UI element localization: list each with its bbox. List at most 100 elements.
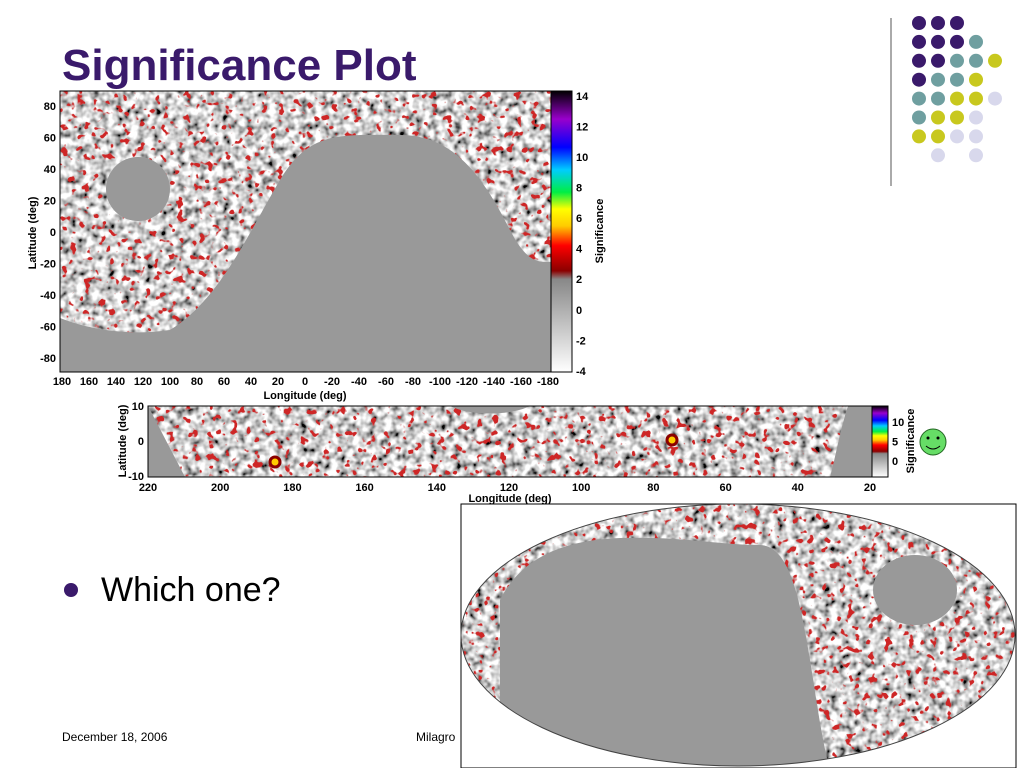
x-tick-label: 0 — [302, 376, 308, 388]
dot — [969, 34, 983, 49]
footer-date: December 18, 2006 — [62, 730, 168, 744]
dot — [969, 148, 983, 163]
slide-title: Significance Plot — [62, 41, 417, 90]
dot — [969, 53, 983, 68]
dot — [988, 53, 1002, 68]
dot — [912, 110, 926, 125]
sky-map-1 — [59, 90, 573, 373]
x-tick-label: -180 — [537, 376, 559, 388]
x-tick-label: 40 — [245, 376, 257, 388]
dot — [950, 16, 964, 30]
x-tick-label: 220 — [139, 482, 157, 494]
x-tick-label: 180 — [283, 482, 301, 494]
colorbar-label: Significance — [905, 409, 917, 474]
colorbar-label: Significance — [594, 199, 606, 264]
dot — [969, 91, 983, 106]
x-axis-label: Longitude (deg) — [468, 493, 551, 505]
x-tick-label: -80 — [405, 376, 421, 388]
dot — [931, 53, 945, 68]
y-tick-label: -10 — [128, 471, 144, 483]
colorbar-tick-label: 10 — [576, 152, 588, 164]
x-tick-label: 160 — [355, 482, 373, 494]
x-tick-label: 120 — [134, 376, 152, 388]
y-tick-label: 20 — [44, 195, 56, 207]
x-tick-label: -60 — [378, 376, 394, 388]
colorbar-tick-label: 8 — [576, 183, 582, 195]
colorbar-tick-label: 0 — [892, 456, 898, 468]
x-tick-label: 20 — [272, 376, 284, 388]
smiley-icon — [919, 428, 947, 456]
dot — [912, 91, 926, 106]
y-tick-label: -60 — [40, 321, 56, 333]
x-tick-label: -20 — [324, 376, 340, 388]
x-tick-label: 120 — [500, 482, 518, 494]
colorbar-tick-label: 6 — [576, 213, 582, 225]
y-tick-label: -20 — [40, 258, 56, 270]
sky-map-3 — [460, 503, 1017, 769]
colorbar-tick-label: -4 — [576, 366, 587, 378]
dot — [931, 34, 945, 49]
y-tick-label: 0 — [50, 227, 56, 239]
colorbar — [871, 405, 889, 478]
x-tick-label: 20 — [864, 482, 876, 494]
dot — [950, 129, 964, 144]
footer-center: Milagro — [416, 730, 456, 744]
x-tick-label: 180 — [53, 376, 71, 388]
dot — [912, 34, 926, 49]
dot — [931, 110, 945, 125]
dot — [912, 129, 926, 144]
dot — [988, 91, 1002, 106]
dot — [950, 72, 964, 87]
x-tick-label: -140 — [483, 376, 505, 388]
x-tick-label: -120 — [456, 376, 478, 388]
dot — [931, 91, 945, 106]
dot — [931, 148, 945, 163]
dot — [912, 16, 926, 30]
dot — [950, 34, 964, 49]
y-tick-label: 10 — [132, 401, 144, 413]
dot — [950, 53, 964, 68]
x-tick-label: 140 — [107, 376, 125, 388]
y-tick-label: -40 — [40, 290, 56, 302]
y-tick-label: -80 — [40, 353, 56, 365]
x-tick-label: 80 — [191, 376, 203, 388]
colorbar-tick-label: 12 — [576, 121, 588, 133]
colorbar-tick-label: 5 — [892, 436, 898, 448]
colorbar-tick-label: 4 — [576, 244, 583, 256]
excluded-region — [60, 134, 551, 372]
x-tick-label: 80 — [647, 482, 659, 494]
x-tick-label: -160 — [510, 376, 532, 388]
dot — [950, 91, 964, 106]
y-axis-label: Latitude (deg) — [27, 196, 39, 269]
x-tick-label: 160 — [80, 376, 98, 388]
dot — [969, 110, 983, 125]
x-tick-label: 100 — [572, 482, 590, 494]
x-tick-label: 100 — [161, 376, 179, 388]
dot — [969, 72, 983, 87]
decoration-dots — [912, 16, 1002, 163]
colorbar-tick-label: 2 — [576, 274, 582, 286]
y-tick-label: 60 — [44, 132, 56, 144]
sky-map-2 — [147, 405, 889, 478]
colorbar-tick-label: 14 — [576, 91, 589, 103]
x-tick-label: 60 — [719, 482, 731, 494]
dot — [912, 72, 926, 87]
colorbar-tick-label: 10 — [892, 417, 904, 429]
bullet-marker — [64, 583, 78, 597]
colorbar-tick-label: -2 — [576, 335, 586, 347]
x-axis-label: Longitude (deg) — [263, 390, 346, 402]
excluded-region — [106, 157, 170, 221]
y-tick-label: 0 — [138, 436, 144, 448]
colorbar — [550, 90, 573, 373]
dot — [931, 129, 945, 144]
colorbar-tick-label: 0 — [576, 305, 582, 317]
y-tick-label: 40 — [44, 164, 56, 176]
x-tick-label: -40 — [351, 376, 367, 388]
x-tick-label: 200 — [211, 482, 229, 494]
dot — [931, 72, 945, 87]
x-tick-label: 40 — [792, 482, 804, 494]
x-tick-label: 140 — [428, 482, 446, 494]
bullet-text: Which one? — [101, 571, 281, 609]
